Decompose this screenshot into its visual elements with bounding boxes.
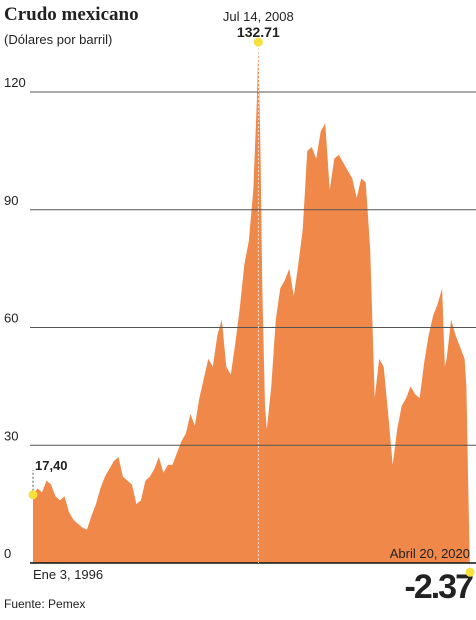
y-tick-label: 60: [4, 311, 18, 326]
y-tick-label: 0: [4, 546, 11, 561]
annotation-marker: [465, 567, 475, 577]
value-label: 132.71: [237, 24, 280, 40]
date-label: Abril 20, 2020: [390, 546, 470, 561]
chart-subtitle: (Dólares por barril): [4, 32, 112, 47]
chart-title: Crudo mexicano: [4, 4, 139, 25]
y-tick-label: 90: [4, 193, 18, 208]
source: Fuente: Pemex: [4, 597, 85, 611]
value-label: 17,40: [35, 458, 68, 473]
value-label: -2.37: [405, 568, 474, 606]
area: [33, 42, 470, 573]
annotation-marker: [28, 490, 38, 500]
y-tick-label: 30: [4, 428, 18, 443]
date-label: Ene 3, 1996: [33, 567, 103, 582]
date-label: Jul 14, 2008: [223, 9, 294, 24]
y-tick-label: 120: [4, 75, 26, 90]
annotation-marker: [253, 37, 263, 47]
